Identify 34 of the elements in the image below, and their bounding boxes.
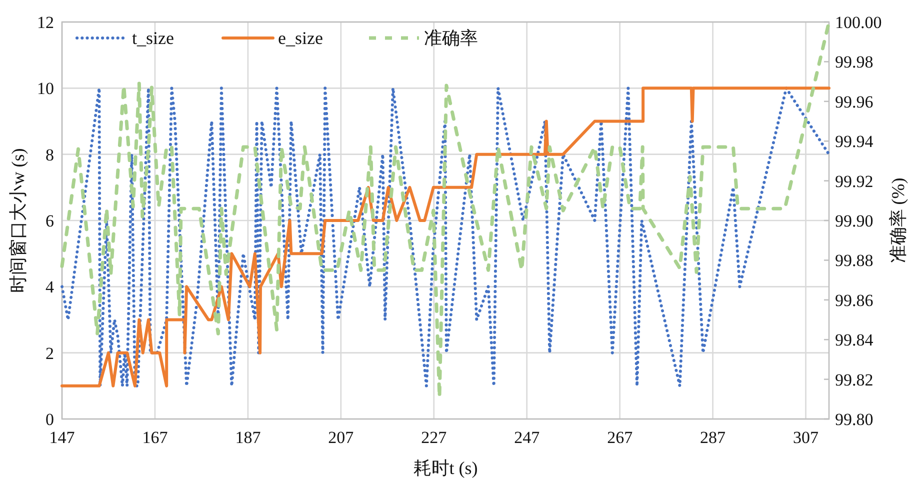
- legend-label: 准确率: [424, 28, 478, 48]
- y-tick-label: 2: [46, 344, 54, 363]
- x-tick-label: 207: [328, 428, 354, 447]
- y2-axis-title: 准确率 (%): [888, 178, 908, 264]
- y2-tick-label: 99.80: [835, 410, 874, 429]
- y-tick-label: 6: [46, 212, 54, 230]
- y2-tick-label: 99.88: [835, 251, 874, 270]
- y-axis-title: 时间窗口大小w (s): [8, 148, 28, 293]
- y-tick-label: 0: [46, 410, 54, 429]
- x-tick-label: 227: [421, 428, 448, 447]
- y2-tick-label: 99.94: [835, 132, 874, 152]
- legend-label: e_size: [278, 28, 323, 48]
- y2-tick-label: 99.84: [835, 330, 874, 350]
- legend-label: t_size: [132, 28, 174, 48]
- y2-tick-label: 99.98: [835, 52, 874, 72]
- x-tick-label: 147: [49, 428, 76, 447]
- x-tick-label: 287: [700, 428, 726, 447]
- y2-tick-label: 99.82: [835, 370, 874, 390]
- x-tick-label: 307: [793, 428, 820, 447]
- y-tick-label: 12: [37, 13, 54, 32]
- y-tick-label: 10: [37, 79, 54, 98]
- line-series: [60, 86, 830, 388]
- y2-tick-label: 99.92: [835, 172, 874, 191]
- y2-tick-label: 99.86: [835, 290, 874, 310]
- x-tick-label: 187: [235, 428, 262, 447]
- x-axis-title: 耗时t (s): [413, 458, 478, 478]
- y2-tick-label: 99.96: [835, 92, 874, 112]
- x-tick-label: 167: [142, 428, 168, 447]
- x-tick-label: 267: [607, 428, 634, 447]
- x-tick-label: 247: [514, 428, 540, 447]
- y2-tick-label: 99.90: [835, 212, 874, 230]
- y-tick-label: 8: [46, 145, 54, 164]
- y2-tick-label: 100.00: [835, 13, 882, 32]
- y-tick-label: 4: [46, 278, 54, 297]
